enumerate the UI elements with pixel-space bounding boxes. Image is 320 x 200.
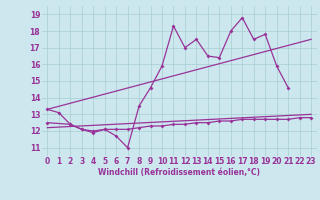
X-axis label: Windchill (Refroidissement éolien,°C): Windchill (Refroidissement éolien,°C): [98, 168, 260, 177]
